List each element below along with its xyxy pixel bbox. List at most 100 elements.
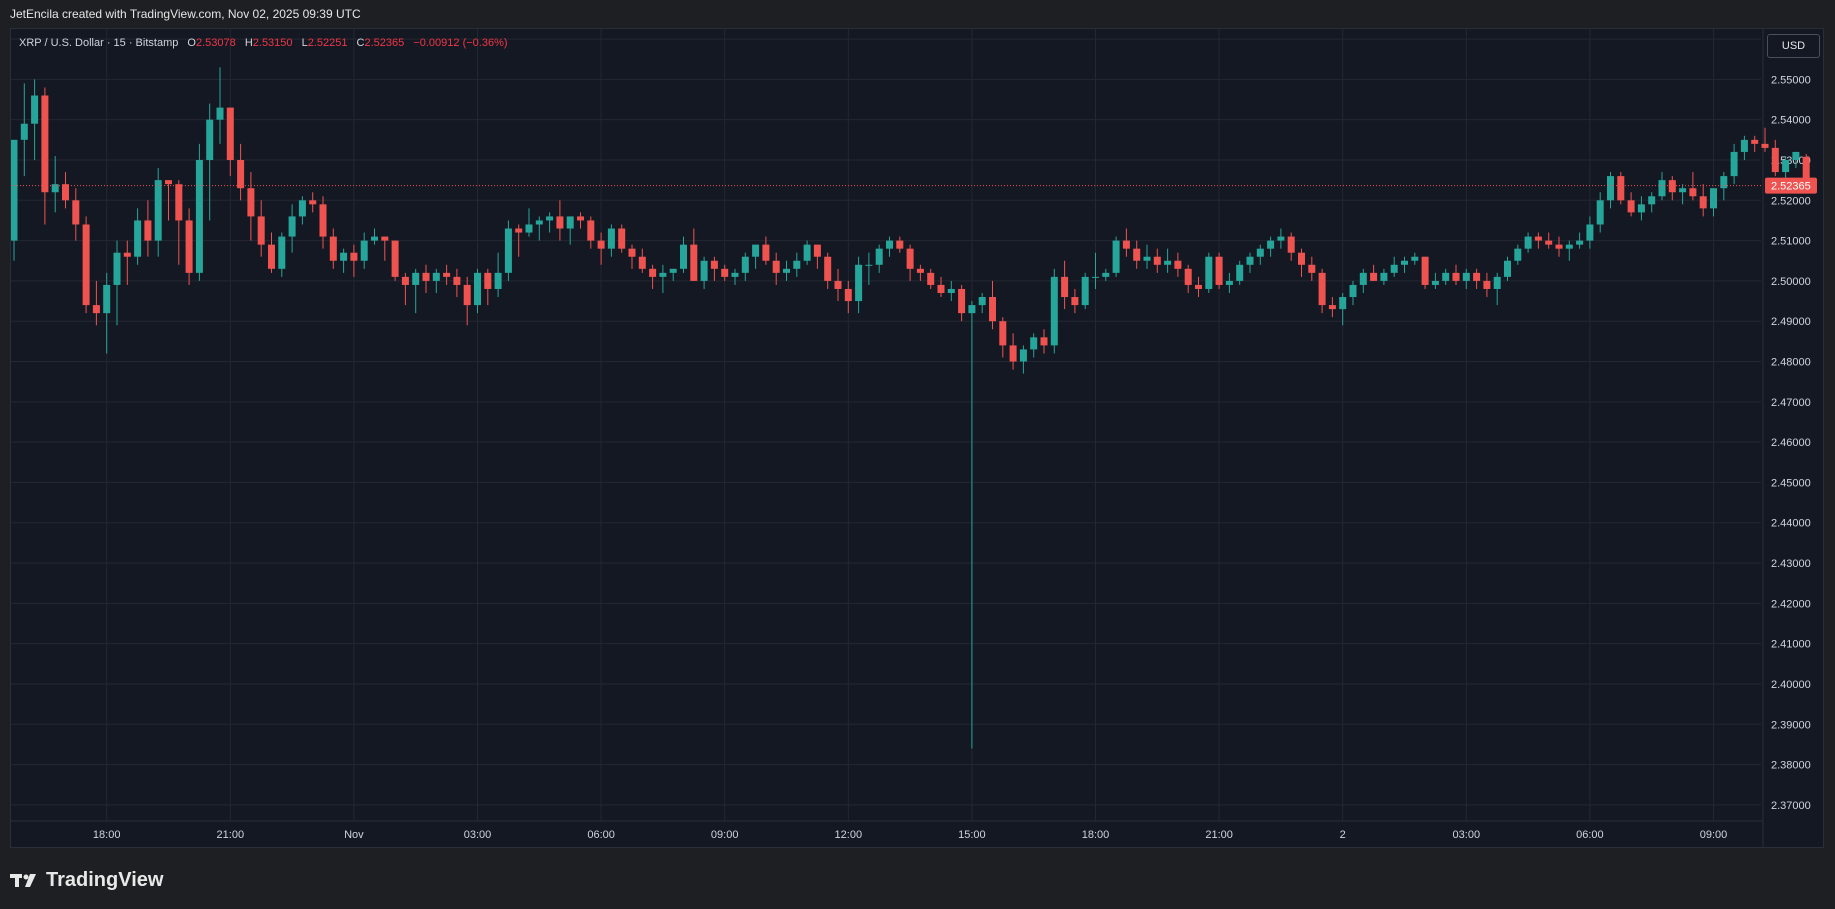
candle-body	[1710, 188, 1717, 209]
candle-body	[783, 268, 790, 273]
candle-body	[968, 305, 976, 314]
time-tick-label: 21:00	[1205, 829, 1233, 841]
candle-body	[958, 288, 966, 314]
candle-body	[185, 220, 193, 273]
candle-body	[1122, 240, 1130, 249]
ohlc-legend: XRP / U.S. Dollar · 15 · Bitstamp O2.530…	[19, 37, 508, 49]
candle-body	[1586, 224, 1594, 241]
price-tick-label: 2.54000	[1771, 115, 1811, 127]
candle-body	[1328, 305, 1336, 310]
candle-body	[1792, 151, 1800, 160]
candle-body	[1637, 204, 1645, 213]
candle-body	[329, 236, 337, 261]
candle-body	[432, 272, 440, 281]
currency-button[interactable]: USD	[1767, 34, 1820, 58]
price-tick-label: 2.47000	[1771, 397, 1811, 409]
low-value: 2.52251	[307, 37, 348, 49]
candle-body	[978, 297, 986, 306]
candle-body	[1267, 240, 1275, 249]
candle-body	[566, 216, 574, 229]
chart-area[interactable]: 2.560002.550002.540002.530002.520002.510…	[10, 28, 1824, 848]
high-label: H	[244, 37, 253, 49]
candle-body	[216, 107, 224, 120]
candle-body	[82, 224, 90, 306]
candle-body	[1040, 337, 1048, 346]
candle-body	[298, 200, 306, 217]
price-tick-label: 2.52000	[1771, 195, 1811, 207]
candle-body	[1658, 180, 1666, 197]
candle-body	[1308, 264, 1316, 273]
candle-body	[340, 252, 348, 261]
candle-body	[206, 119, 214, 160]
candle-body	[741, 256, 749, 273]
candle-body	[680, 244, 687, 269]
candle-body	[11, 139, 18, 241]
candle-body	[1102, 272, 1110, 277]
tradingview-logo[interactable]: TradingView	[10, 866, 163, 894]
time-tick-label: 09:00	[711, 829, 739, 841]
candle-body	[577, 216, 584, 221]
time-tick-label: Nov	[344, 829, 364, 841]
price-tick-label: 2.48000	[1771, 357, 1811, 369]
candle-body	[1143, 256, 1151, 261]
time-tick-label: 21:00	[217, 829, 245, 841]
candle-body	[1493, 276, 1501, 289]
candle-body	[587, 220, 595, 241]
candle-body	[1679, 188, 1687, 193]
candle-body	[1534, 236, 1542, 241]
candle-body	[474, 272, 481, 306]
price-tick-label: 2.46000	[1771, 437, 1811, 449]
candle-body	[1576, 240, 1584, 245]
candle-body	[1802, 156, 1810, 186]
candle-body	[1081, 276, 1089, 306]
symbol-label[interactable]: XRP / U.S. Dollar · 15 · Bitstamp	[19, 37, 179, 49]
candle-body	[947, 288, 955, 293]
candle-body	[154, 180, 162, 241]
candle-body	[268, 244, 275, 269]
candle-body	[319, 204, 327, 237]
candle-body	[144, 220, 152, 241]
candle-body	[1246, 256, 1254, 265]
price-tick-label: 2.39000	[1771, 719, 1811, 731]
time-tick-label: 03:00	[1453, 829, 1481, 841]
low-label: L	[301, 37, 308, 49]
candle-body	[1771, 147, 1779, 173]
open-label: O	[187, 37, 196, 49]
candle-body	[1050, 276, 1058, 346]
candle-body	[422, 272, 430, 281]
candle-body	[1514, 248, 1522, 261]
candle-body	[1061, 276, 1069, 298]
candle-body	[855, 264, 863, 302]
candle-body	[1277, 236, 1285, 241]
candle-body	[690, 244, 698, 281]
candle-body	[1761, 143, 1769, 148]
candle-body	[813, 244, 821, 257]
candle-body	[1164, 260, 1172, 265]
candle-body	[1339, 297, 1347, 310]
candle-body	[597, 240, 605, 249]
candle-body	[865, 264, 873, 266]
price-tick-label: 2.42000	[1771, 598, 1811, 610]
candle-body	[463, 284, 471, 306]
candle-body	[710, 260, 718, 269]
close-label: C	[356, 37, 365, 49]
candle-body	[1370, 272, 1378, 281]
candle-body	[309, 200, 317, 205]
candle-body	[1483, 280, 1491, 289]
candle-body	[752, 244, 760, 257]
candle-body	[1740, 139, 1748, 152]
candle-body	[927, 272, 935, 285]
candle-body	[1565, 244, 1573, 249]
candle-body	[1431, 280, 1439, 285]
candle-body	[515, 228, 523, 233]
candle-body	[1298, 252, 1305, 265]
candle-body	[20, 123, 28, 140]
candle-body	[628, 248, 636, 257]
candle-body	[195, 159, 203, 273]
candle-body	[1555, 244, 1563, 249]
candlestick-chart[interactable]: 2.560002.550002.540002.530002.520002.510…	[11, 29, 1823, 847]
candle-body	[113, 252, 121, 285]
candle-body	[371, 236, 378, 241]
candle-body	[1411, 256, 1419, 261]
candle-body	[649, 268, 657, 277]
